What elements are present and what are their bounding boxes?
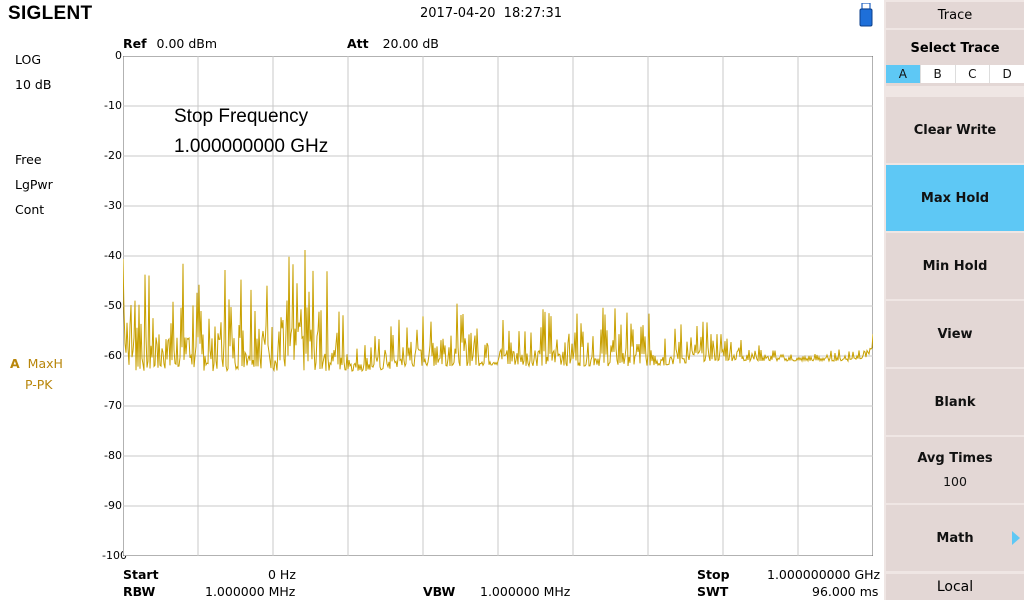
select-trace-button[interactable]: Select Trace A B C D: [886, 30, 1024, 86]
max-hold-button[interactable]: Max Hold: [886, 165, 1024, 231]
vbw-value: 1.000000 MHz: [480, 584, 571, 599]
scale-type: LOG: [15, 52, 42, 67]
annotation-value: 1.000000000 GHz: [174, 136, 329, 157]
stop-label: Stop: [697, 567, 730, 582]
clear-write-label: Clear Write: [913, 122, 997, 138]
y-tick-label: -40: [104, 249, 122, 262]
att-value: 20.00 dB: [382, 36, 439, 51]
trace-a-line: [123, 249, 873, 373]
trace-letter: A: [10, 356, 20, 371]
y-tick-label: -50: [104, 299, 122, 312]
trace-option-a[interactable]: A: [886, 65, 921, 83]
sweep-mode: Cont: [15, 202, 45, 217]
swt-label: SWT: [697, 584, 729, 599]
avg-times-value: 100: [943, 474, 967, 489]
start-label: Start: [123, 567, 159, 582]
att-label: Att: [347, 36, 369, 51]
stop-value: 1.000000000 GHz: [767, 567, 881, 582]
panel-title: Trace: [886, 2, 1024, 28]
min-hold-button[interactable]: Min Hold: [886, 233, 1024, 299]
trace-detector: P-PK: [25, 377, 53, 392]
spectrum-plot[interactable]: [123, 56, 873, 556]
plot-grid: [123, 56, 873, 556]
trace-mode: MaxH: [27, 356, 63, 371]
trace-options: A B C D: [886, 65, 1024, 83]
y-tick-label: -70: [104, 399, 122, 412]
ref-value: 0.00 dBm: [156, 36, 218, 51]
trace-option-d[interactable]: D: [990, 65, 1024, 83]
datetime: 2017-04-20 18:27:31: [420, 6, 563, 21]
y-tick-label: -30: [104, 199, 122, 212]
detector-mode: LgPwr: [15, 177, 53, 192]
y-tick-label: -10: [104, 99, 122, 112]
attenuation: Att 20.00 dB: [347, 36, 439, 51]
select-trace-label: Select Trace: [910, 41, 1000, 56]
chevron-right-icon: [1012, 531, 1020, 545]
math-button[interactable]: Math: [886, 505, 1024, 571]
local-button[interactable]: Local: [886, 574, 1024, 600]
softkey-panel: Trace Select Trace A B C D Clear Write M…: [884, 0, 1024, 600]
trigger-mode: Free: [15, 152, 42, 167]
annotation-title: Stop Frequency: [174, 106, 309, 127]
avg-times-button[interactable]: Avg Times 100: [886, 437, 1024, 503]
math-label: Math: [936, 530, 974, 546]
ref-level: Ref 0.00 dBm: [123, 36, 217, 51]
avg-times-label: Avg Times: [917, 451, 993, 466]
y-tick-label: -80: [104, 449, 122, 462]
rbw-label: RBW: [123, 584, 156, 599]
trace-option-c[interactable]: C: [955, 65, 991, 83]
vbw-label: VBW: [423, 584, 456, 599]
usb-icon: [859, 3, 873, 27]
view-label: View: [937, 326, 973, 342]
view-button[interactable]: View: [886, 301, 1024, 367]
brand-logo: SIGLENT: [8, 3, 93, 24]
min-hold-label: Min Hold: [922, 258, 988, 274]
ref-label: Ref: [123, 36, 147, 51]
clear-write-button[interactable]: Clear Write: [886, 97, 1024, 163]
rbw-value: 1.000000 MHz: [205, 584, 296, 599]
y-tick-label: -90: [104, 499, 122, 512]
y-tick-label: -60: [104, 349, 122, 362]
trace-status: A MaxH: [10, 356, 63, 371]
y-tick-label: 0: [115, 49, 122, 62]
swt-value: 96.000 ms: [812, 584, 879, 599]
max-hold-label: Max Hold: [920, 190, 990, 206]
blank-button[interactable]: Blank: [886, 369, 1024, 435]
scale-div: 10 dB: [15, 77, 52, 92]
blank-label: Blank: [934, 394, 976, 410]
trace-option-b[interactable]: B: [920, 65, 956, 83]
y-tick-label: -100: [102, 549, 127, 562]
y-tick-label: -20: [104, 149, 122, 162]
start-value: 0 Hz: [268, 567, 296, 582]
